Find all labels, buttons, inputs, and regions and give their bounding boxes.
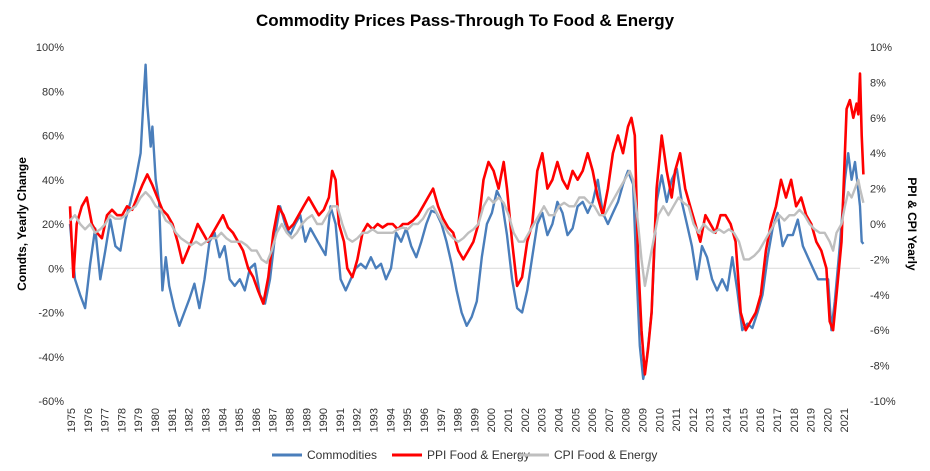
left-tick-label: 80% bbox=[42, 86, 64, 98]
x-tick-label: 1977 bbox=[100, 408, 112, 432]
x-tick-label: 1990 bbox=[318, 408, 330, 432]
x-tick-label: 1986 bbox=[251, 408, 263, 432]
x-tick-label: 1994 bbox=[385, 408, 397, 432]
right-tick-label: 10% bbox=[870, 42, 892, 54]
x-tick-label: 2003 bbox=[537, 408, 549, 432]
right-axis-label: PPI & CPI Yearly bbox=[905, 177, 919, 270]
ppi-food-energy-series-line bbox=[68, 72, 865, 376]
series-layer bbox=[68, 63, 865, 381]
x-tick-label: 1999 bbox=[469, 408, 481, 432]
legend-label: Commodities bbox=[307, 448, 377, 462]
x-tick-label: 1998 bbox=[453, 408, 465, 432]
legend-commodities: Commodities bbox=[272, 448, 377, 462]
x-tick-label: 1978 bbox=[116, 408, 128, 432]
x-tick-label: 2013 bbox=[705, 408, 717, 432]
cpi-food-energy-series-line bbox=[69, 169, 865, 288]
x-tick-label: 2001 bbox=[503, 408, 515, 432]
legend-ppi-food-energy: PPI Food & Energy bbox=[392, 448, 530, 462]
x-tick-label: 2002 bbox=[520, 408, 532, 432]
x-tick-label: 2004 bbox=[553, 408, 565, 432]
left-tick-label: 60% bbox=[42, 131, 64, 143]
x-tick-label: 2008 bbox=[621, 408, 633, 432]
left-tick-label: -40% bbox=[38, 352, 64, 364]
x-tick-label: 1976 bbox=[83, 408, 95, 432]
x-tick-label: 2007 bbox=[604, 408, 616, 432]
right-tick-label: -6% bbox=[870, 325, 890, 337]
left-tick-label: 0% bbox=[48, 263, 64, 275]
right-tick-label: -4% bbox=[870, 290, 890, 302]
x-tick-label: 2009 bbox=[637, 408, 649, 432]
x-tick-label: 1982 bbox=[184, 408, 196, 432]
x-tick-label: 1979 bbox=[133, 408, 145, 432]
x-tick-label: 1988 bbox=[285, 408, 297, 432]
x-tick-label: 2020 bbox=[822, 408, 834, 432]
commodities-series-line bbox=[68, 63, 865, 381]
x-tick-label: 2012 bbox=[688, 408, 700, 432]
x-tick-label: 2010 bbox=[654, 408, 666, 432]
right-tick-label: 4% bbox=[870, 148, 886, 160]
x-tick-label: 2016 bbox=[755, 408, 767, 432]
x-axis-ticks: 1975 1976 1977 1978 1979 1980 1981 1982 1983 1984… bbox=[66, 408, 851, 432]
legend-label: CPI Food & Energy bbox=[554, 448, 657, 462]
x-tick-label: 1975 bbox=[66, 408, 78, 432]
legend: Commodities PPI Food & Energy CPI Food & E… bbox=[272, 448, 657, 462]
left-tick-label: -60% bbox=[38, 396, 64, 408]
right-tick-label: 2% bbox=[870, 184, 886, 196]
x-tick-label: 1980 bbox=[150, 408, 162, 432]
left-tick-label: 100% bbox=[36, 42, 64, 54]
x-tick-label: 1992 bbox=[352, 408, 364, 432]
chart-title: Commodity Prices Pass-Through To Food & … bbox=[256, 11, 675, 30]
x-tick-label: 2017 bbox=[772, 408, 784, 432]
right-tick-label: -10% bbox=[870, 396, 896, 408]
x-tick-label: 2011 bbox=[671, 408, 683, 432]
x-tick-label: 1989 bbox=[301, 408, 313, 432]
x-tick-label: 1987 bbox=[268, 408, 280, 432]
x-tick-label: 1983 bbox=[200, 408, 212, 432]
x-tick-label: 2000 bbox=[486, 408, 498, 432]
right-tick-label: 8% bbox=[870, 77, 886, 89]
x-tick-label: 2015 bbox=[738, 408, 750, 432]
x-tick-label: 1993 bbox=[369, 408, 381, 432]
right-tick-label: -8% bbox=[870, 361, 890, 373]
x-tick-label: 1997 bbox=[436, 408, 448, 432]
x-tick-label: 2005 bbox=[570, 408, 582, 432]
right-tick-label: 0% bbox=[870, 219, 886, 231]
left-tick-label: 20% bbox=[42, 219, 64, 231]
x-tick-label: 1984 bbox=[217, 408, 229, 432]
left-tick-label: -20% bbox=[38, 308, 64, 320]
legend-label: PPI Food & Energy bbox=[427, 448, 530, 462]
x-tick-label: 2019 bbox=[806, 408, 818, 432]
x-tick-label: 1985 bbox=[234, 408, 246, 432]
x-tick-label: 1981 bbox=[167, 408, 179, 432]
right-tick-label: -2% bbox=[870, 254, 890, 266]
left-tick-label: 40% bbox=[42, 175, 64, 187]
x-tick-label: 2021 bbox=[839, 408, 851, 432]
x-tick-label: 2014 bbox=[722, 408, 734, 432]
x-tick-label: 2018 bbox=[789, 408, 801, 432]
right-tick-label: 6% bbox=[870, 113, 886, 125]
x-tick-label: 1996 bbox=[419, 408, 431, 432]
left-axis-ticks: -60% -40% -20% 0% 20% 40% 60% 80% 100% bbox=[36, 42, 64, 408]
left-axis-label: Comdts, Yearly Change bbox=[15, 157, 29, 291]
legend-cpi-food-energy: CPI Food & Energy bbox=[519, 448, 657, 462]
right-axis-ticks: -10% -8% -6% -4% -2% 0% 2% 4% 6% 8% 10% bbox=[870, 42, 896, 408]
x-tick-label: 2006 bbox=[587, 408, 599, 432]
x-tick-label: 1995 bbox=[402, 408, 414, 432]
x-tick-label: 1991 bbox=[335, 408, 347, 432]
